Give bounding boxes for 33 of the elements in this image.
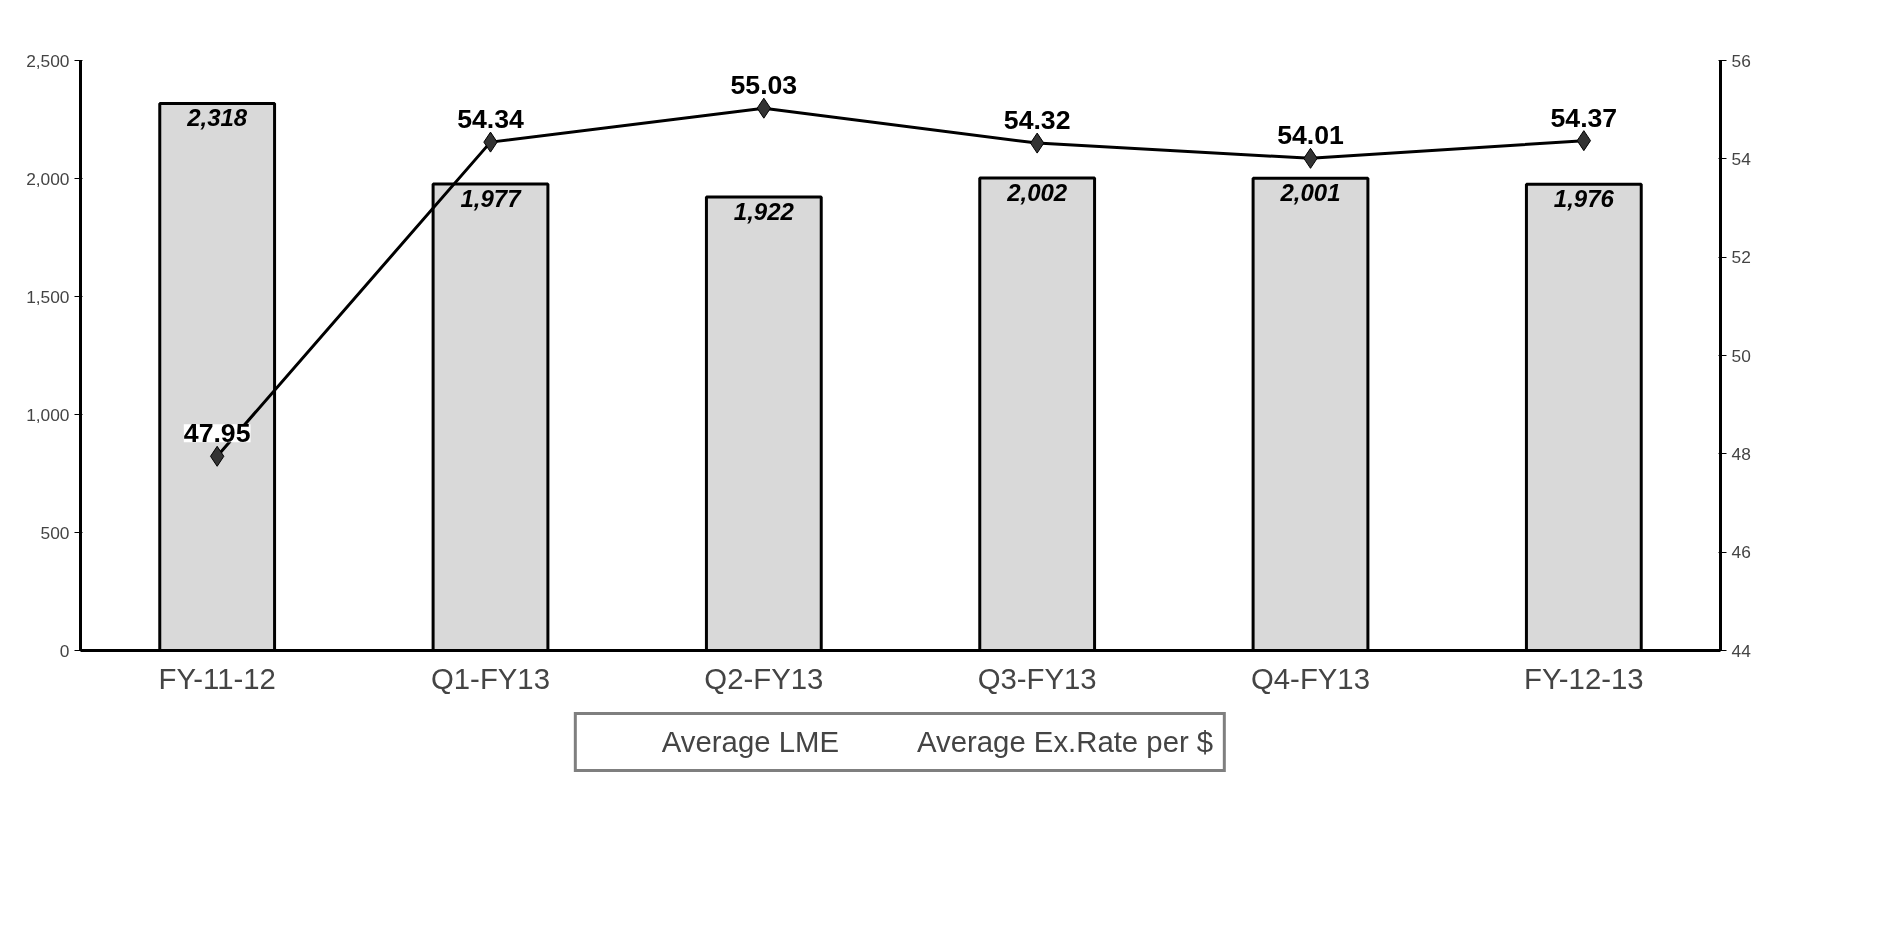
data-label: 1,976 xyxy=(1553,185,1615,213)
text: Average Ex.Rate per $ xyxy=(916,725,1214,759)
data-label: 55.03 xyxy=(730,70,798,101)
data-label: 2,002 xyxy=(1006,179,1068,207)
data-label: 54.32 xyxy=(1003,105,1071,136)
y-tick-label: 1,000 xyxy=(26,404,70,425)
y2-tick-label: 50 xyxy=(1731,345,1751,366)
x-tick-label: FY-12-13 xyxy=(1524,661,1644,695)
data-label: 2,318 xyxy=(186,104,248,132)
y-tick-label: 0 xyxy=(59,640,70,661)
x-tick-label: Q3-FY13 xyxy=(977,661,1097,695)
data-label: 54.01 xyxy=(1277,120,1345,151)
y-tick-label: 1,500 xyxy=(26,286,70,307)
data-label: 54.37 xyxy=(1550,102,1618,133)
x-tick-label: Q1-FY13 xyxy=(431,661,551,695)
data-label: 54.34 xyxy=(457,104,525,135)
data-label: 47.95 xyxy=(183,418,251,449)
x-tick-label: Q2-FY13 xyxy=(704,661,824,695)
x-tick-label: FY-11-12 xyxy=(158,661,276,695)
x-tick-label: Q4-FY13 xyxy=(1251,661,1371,695)
y2-tick-label: 48 xyxy=(1731,443,1751,464)
y2-tick-label: 52 xyxy=(1731,247,1751,268)
data-label: 2,001 xyxy=(1279,179,1341,207)
data-label: 1,977 xyxy=(460,184,523,212)
y2-tick-label: 44 xyxy=(1731,640,1752,661)
y-tick-label: 2,500 xyxy=(26,50,70,71)
y2-tick-label: 54 xyxy=(1731,148,1752,169)
text: Average LME xyxy=(661,725,839,759)
y-tick-label: 2,000 xyxy=(26,168,70,189)
y2-tick-label: 46 xyxy=(1731,542,1751,563)
data-label: 1,922 xyxy=(733,197,795,225)
y2-tick-label: 56 xyxy=(1731,50,1751,71)
y-tick-label: 500 xyxy=(40,522,70,543)
